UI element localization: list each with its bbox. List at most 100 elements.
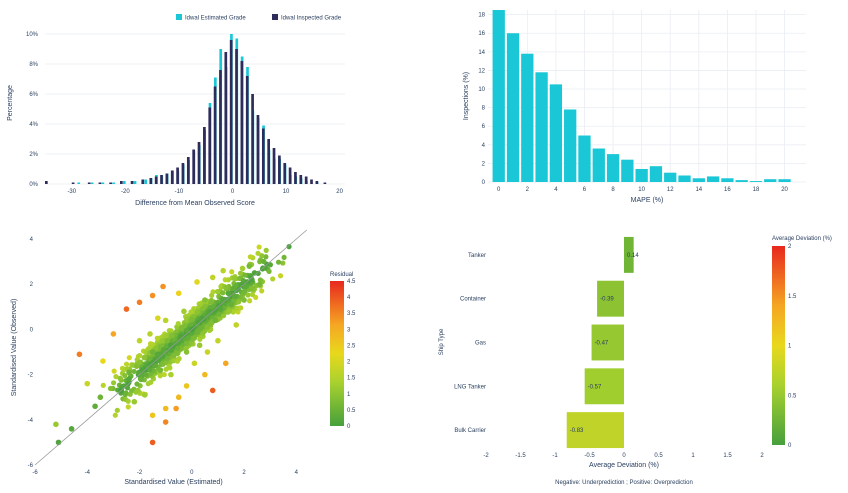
scatter-point [242, 272, 248, 278]
scatter-point [270, 276, 276, 282]
scatter-point [222, 360, 229, 367]
reference-line [34, 229, 308, 466]
scatter-point [100, 382, 106, 388]
scatter-point [114, 407, 120, 413]
x-tick-label: -2 [137, 470, 143, 476]
scatter-point [126, 355, 132, 361]
scatter-point [125, 398, 131, 404]
scatter-point [110, 331, 117, 337]
histogram-bar [144, 179, 148, 184]
y-axis-label: Inspections (%) [463, 72, 470, 120]
scatter-point [147, 356, 153, 362]
histogram-bar [261, 128, 265, 184]
mape-bar [764, 179, 777, 182]
mape-bar [621, 159, 634, 182]
scatter-point [228, 301, 234, 308]
histogram-bar [272, 148, 276, 184]
scatter-point [97, 394, 104, 401]
y-tick-label: 2% [29, 152, 38, 158]
scatter-point [164, 338, 170, 344]
histogram-bar [181, 163, 185, 184]
scatter-point [147, 367, 153, 373]
y-tick-label: 6 [482, 124, 486, 130]
scatter-point [235, 299, 242, 305]
mape-bar [721, 178, 734, 182]
y-tick-label: 8% [29, 62, 38, 68]
y-tick-label: 2 [482, 161, 486, 167]
x-tick-label: 0 [231, 189, 235, 195]
scatter-point [196, 342, 203, 349]
scatter-point [200, 305, 206, 312]
colorbar-tick: 1 [347, 392, 351, 398]
histogram-bar [213, 86, 217, 184]
scatter-point [168, 346, 174, 353]
scatter-point [181, 308, 187, 315]
category-label: Bulk Carrier [454, 428, 486, 434]
scatter-point [149, 349, 156, 355]
scatter-point [257, 259, 263, 265]
scatter-point [191, 360, 198, 367]
scatter-point [150, 359, 156, 365]
x-tick-label: 8 [611, 187, 615, 193]
scatter-point [68, 426, 75, 432]
histogram-bar [87, 182, 91, 184]
histogram-bar [310, 179, 313, 184]
x-tick-label: 2 [760, 453, 764, 459]
x-tick-label: -0.5 [584, 453, 595, 459]
scatter-point [165, 355, 171, 362]
scatter-point [245, 292, 251, 298]
scatter-point [220, 290, 226, 296]
scatter-point [198, 326, 204, 332]
scatter-point [242, 288, 248, 294]
scatter-point [176, 356, 182, 362]
histogram-bar [229, 40, 233, 184]
mape-bar [692, 178, 705, 182]
histogram-bar [256, 115, 260, 184]
x-tick-label: 0.5 [654, 453, 663, 459]
histogram-bar [315, 181, 319, 184]
histogram-bar [130, 181, 134, 184]
colorbar-tick: 2 [788, 244, 792, 250]
scatter-point [147, 331, 153, 337]
mape-bar [749, 181, 763, 182]
y-tick-label: 8 [482, 106, 486, 112]
histogram-bar [197, 142, 201, 184]
mape-bar [635, 168, 648, 182]
scatter-point [209, 292, 215, 298]
scatter-point [143, 349, 149, 356]
bar-data-label: 0.14 [627, 253, 639, 259]
scatter-point [255, 250, 261, 256]
scatter-point [112, 412, 118, 418]
scatter-point [250, 285, 256, 291]
scatter-point [166, 363, 172, 369]
x-axis-label: Difference from Mean Observed Score [135, 200, 255, 207]
scatter-point [233, 322, 240, 328]
scatter-point [173, 405, 179, 412]
scatter-point [183, 340, 190, 346]
x-tick-label: 10 [638, 187, 645, 193]
histogram-bar [133, 181, 137, 184]
x-tick-label: 2 [242, 470, 246, 476]
scatter-point [232, 293, 238, 299]
scatter-point [183, 383, 190, 389]
histogram-bar [251, 94, 254, 184]
category-label: Container [460, 297, 486, 303]
scatter-point [126, 369, 132, 376]
scatter-point [230, 285, 236, 292]
scatter-point [136, 359, 142, 366]
colorbar-tick: 4 [347, 295, 351, 301]
y-tick-label: 10% [26, 32, 39, 38]
deviation-bar [566, 412, 624, 449]
category-label: LNG Tanker [454, 384, 486, 390]
histogram-bar [154, 176, 158, 184]
scatter-point [131, 398, 138, 405]
x-tick-label: 16 [724, 187, 731, 193]
scatter-point [175, 290, 182, 297]
scatter-point [236, 275, 243, 282]
scatter-point [136, 337, 143, 344]
y-tick-label: 14 [478, 50, 485, 56]
scatter-point [212, 307, 218, 313]
colorbar-tick: 2.5 [347, 343, 356, 349]
y-tick-label: 0 [30, 327, 34, 333]
colorbar-tick: 2 [347, 360, 351, 366]
